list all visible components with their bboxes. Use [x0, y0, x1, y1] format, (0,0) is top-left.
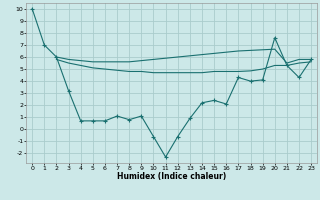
X-axis label: Humidex (Indice chaleur): Humidex (Indice chaleur) [117, 172, 226, 181]
